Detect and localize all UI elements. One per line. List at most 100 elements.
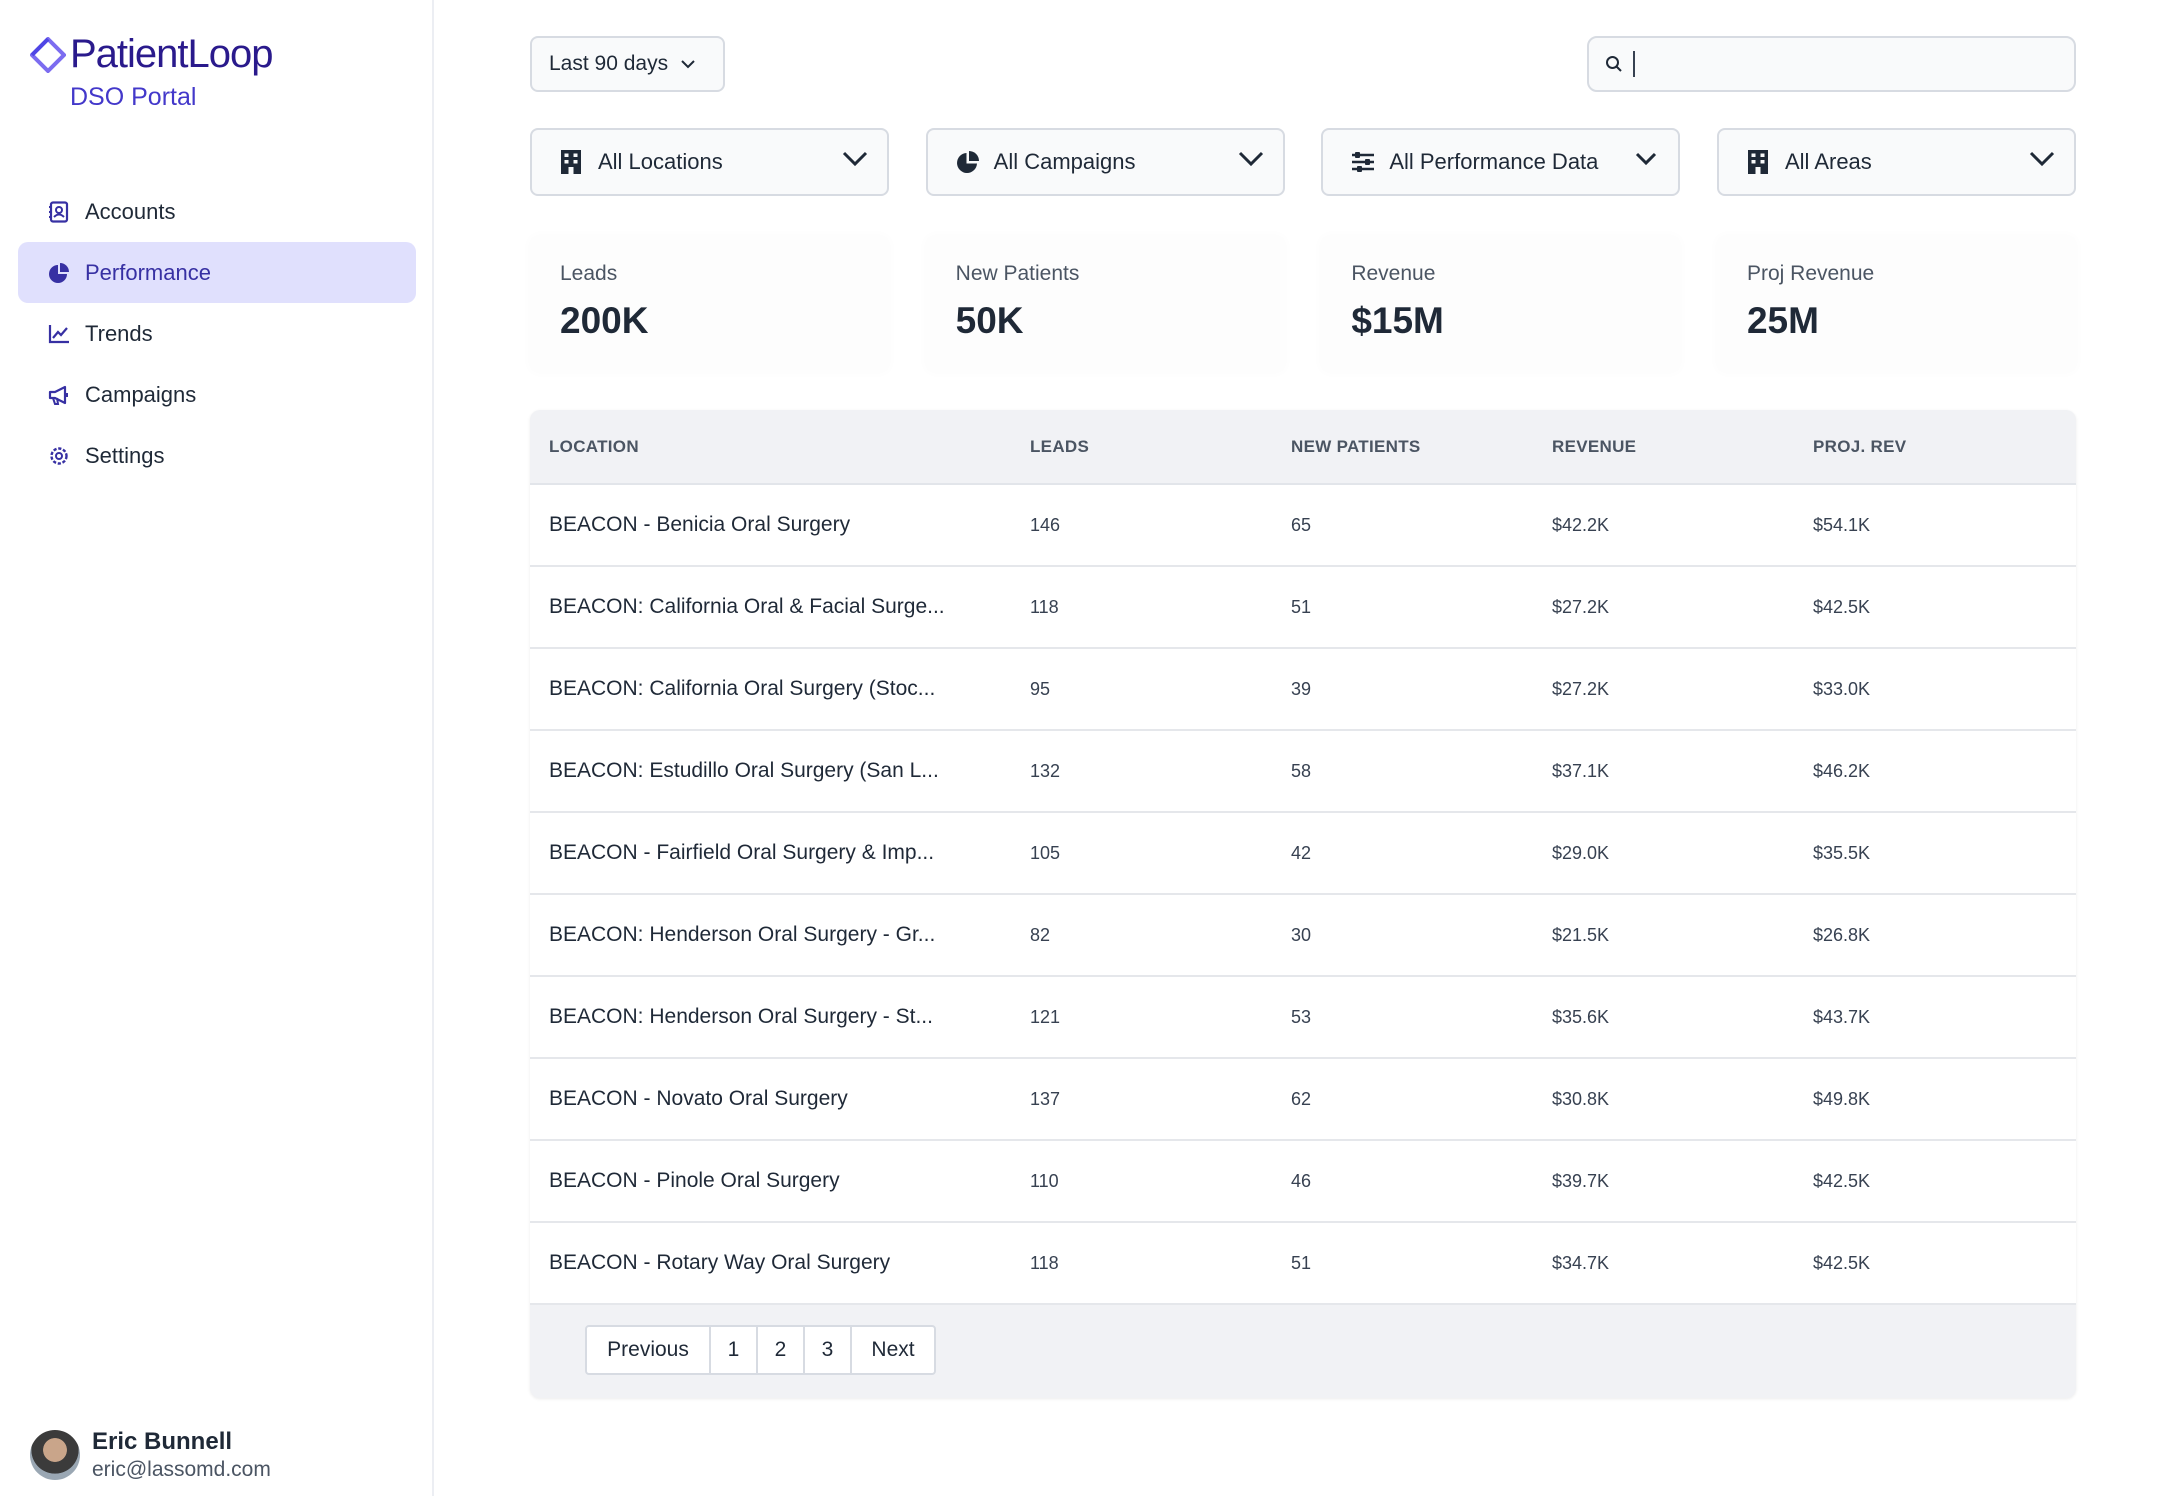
chevron-down-icon	[2029, 151, 2055, 167]
column-header-new-patients[interactable]: NEW PATIENTS	[1291, 436, 1421, 456]
table-row[interactable]: BEACON: California Oral Surgery (Stoc...…	[530, 649, 2076, 731]
table-row[interactable]: BEACON: Estudillo Oral Surgery (San L...…	[530, 731, 2076, 813]
search-input[interactable]	[1633, 51, 2053, 77]
brand-name: PatientLoop	[70, 32, 274, 76]
table-header: LOCATION LEADS NEW PATIENTS REVENUE PROJ…	[530, 410, 2076, 485]
filter-areas[interactable]: All Areas	[1716, 128, 2076, 196]
next-page-button[interactable]: Next	[850, 1325, 936, 1375]
table-row[interactable]: BEACON: Henderson Oral Surgery - Gr... 82…	[530, 895, 2076, 977]
stat-card-proj-revenue: Proj Revenue 25M	[1716, 236, 2076, 372]
table-row[interactable]: BEACON: Henderson Oral Surgery - St... 12…	[530, 977, 2076, 1059]
cell-leads: 118	[1030, 1252, 1059, 1273]
table-row[interactable]: BEACON - Rotary Way Oral Surgery 118 51 $34…	[530, 1223, 2076, 1305]
column-header-revenue[interactable]: REVENUE	[1552, 436, 1637, 456]
gear-icon	[48, 445, 70, 467]
stat-value: $15M	[1351, 300, 1444, 341]
cell-new-patients: 65	[1291, 514, 1312, 535]
sidebar-item-trends[interactable]: Trends	[18, 303, 416, 364]
cell-proj-rev: $49.8K	[1813, 1088, 1871, 1109]
cell-location: BEACON - Fairfield Oral Surgery & Imp...	[549, 841, 935, 864]
page-1-button[interactable]: 1	[709, 1325, 758, 1375]
cell-revenue: $35.6K	[1552, 1006, 1610, 1027]
sidebar-item-label: Settings	[85, 442, 165, 468]
cell-leads: 110	[1030, 1170, 1059, 1191]
building-icon	[1747, 150, 1771, 174]
performance-table: LOCATION LEADS NEW PATIENTS REVENUE PROJ…	[530, 410, 2076, 1398]
sidebar-item-settings[interactable]: Settings	[18, 425, 416, 486]
chevron-down-icon	[1238, 151, 1263, 167]
table-row[interactable]: BEACON - Pinole Oral Surgery 110 46 $39.7K $…	[530, 1141, 2076, 1223]
cell-leads: 118	[1030, 596, 1059, 617]
cell-new-patients: 58	[1291, 760, 1312, 781]
filter-campaigns[interactable]: All Campaigns	[925, 128, 1285, 196]
date-range-label: Last 90 days	[549, 52, 669, 75]
cell-leads: 137	[1030, 1088, 1061, 1109]
table-row[interactable]: BEACON - Benicia Oral Surgery 146 65 $42.2K…	[530, 485, 2076, 567]
user-profile[interactable]: Eric Bunnell eric@lassomd.com	[30, 1428, 271, 1482]
filter-performance-data[interactable]: All Performance Data	[1321, 128, 1681, 196]
column-header-proj-rev[interactable]: PROJ. REV	[1813, 436, 1907, 456]
filter-locations[interactable]: All Locations	[530, 128, 889, 196]
cell-proj-rev: $54.1K	[1813, 514, 1871, 535]
table-body: BEACON - Benicia Oral Surgery 146 65 $42.2K…	[530, 485, 2076, 1305]
filter-label: All Campaigns	[993, 149, 1136, 174]
stat-value: 50K	[955, 300, 1024, 341]
column-header-location[interactable]: LOCATION	[549, 436, 639, 456]
cell-location: BEACON - Rotary Way Oral Surgery	[549, 1251, 891, 1274]
brand-row: PatientLoop	[30, 32, 274, 77]
stat-card-leads: Leads 200K	[530, 236, 889, 372]
cell-new-patients: 51	[1291, 596, 1312, 617]
sidebar-item-campaigns[interactable]: Campaigns	[18, 364, 416, 425]
column-header-leads[interactable]: LEADS	[1030, 436, 1090, 456]
previous-page-button[interactable]: Previous	[585, 1325, 711, 1375]
cell-new-patients: 46	[1291, 1170, 1312, 1191]
search-box[interactable]	[1587, 36, 2076, 92]
sidebar-item-performance[interactable]: Performance	[18, 242, 416, 303]
cell-proj-rev: $42.5K	[1813, 1252, 1871, 1273]
pie-chart-icon	[956, 150, 980, 174]
cell-revenue: $29.0K	[1552, 842, 1610, 863]
page-2-button[interactable]: 2	[756, 1325, 805, 1375]
stats-row: Leads 200K New Patients 50K Revenue $15M…	[530, 236, 2076, 372]
avatar	[30, 1430, 80, 1480]
brand-logo[interactable]: PatientLoop DSO Portal	[30, 32, 274, 112]
cell-location: BEACON: Estudillo Oral Surgery (San L...	[549, 759, 939, 782]
cell-new-patients: 42	[1291, 842, 1312, 863]
stat-value: 200K	[560, 300, 649, 341]
stat-card-new-patients: New Patients 50K	[925, 236, 1285, 372]
table-row[interactable]: BEACON - Fairfield Oral Surgery & Imp...…	[530, 813, 2076, 895]
filter-bar: All Locations All Campaigns All Performa…	[530, 128, 2076, 196]
sliders-icon	[1351, 150, 1375, 174]
table-row[interactable]: BEACON: California Oral & Facial Surge..…	[530, 567, 2076, 649]
sidebar-item-label: Accounts	[85, 198, 176, 224]
search-icon	[1606, 56, 1622, 72]
cell-new-patients: 62	[1291, 1088, 1312, 1109]
page-3-button[interactable]: 3	[803, 1325, 852, 1375]
cell-new-patients: 39	[1291, 678, 1312, 699]
cell-revenue: $30.8K	[1552, 1088, 1610, 1109]
contact-book-icon	[48, 200, 70, 223]
stat-label: Proj Revenue	[1746, 262, 1875, 285]
cell-revenue: $27.2K	[1552, 596, 1610, 617]
cell-location: BEACON - Benicia Oral Surgery	[549, 513, 851, 536]
cell-location: BEACON - Novato Oral Surgery	[549, 1087, 848, 1110]
date-range-select[interactable]: Last 90 days	[530, 36, 725, 92]
sidebar-item-label: Performance	[85, 259, 211, 285]
user-info: Eric Bunnell eric@lassomd.com	[92, 1428, 271, 1482]
cell-location: BEACON: California Oral & Facial Surge..…	[549, 595, 945, 618]
cell-new-patients: 53	[1291, 1006, 1312, 1027]
cell-proj-rev: $35.5K	[1813, 842, 1871, 863]
sidebar: PatientLoop DSO Portal Accounts Performa…	[0, 0, 434, 1496]
cell-proj-rev: $42.5K	[1813, 1170, 1871, 1191]
cell-revenue: $21.5K	[1552, 924, 1610, 945]
sidebar-nav: Accounts Performance Trends Campaigns	[18, 181, 416, 486]
stat-card-revenue: Revenue $15M	[1321, 236, 1681, 372]
table-row[interactable]: BEACON - Novato Oral Surgery 137 62 $30.8K $…	[530, 1059, 2076, 1141]
cell-leads: 121	[1030, 1006, 1061, 1027]
patientloop-logo-icon	[30, 36, 66, 73]
cell-leads: 132	[1030, 760, 1061, 781]
chevron-down-icon	[681, 60, 695, 69]
sidebar-item-accounts[interactable]: Accounts	[18, 181, 416, 242]
stat-label: Revenue	[1351, 262, 1436, 285]
